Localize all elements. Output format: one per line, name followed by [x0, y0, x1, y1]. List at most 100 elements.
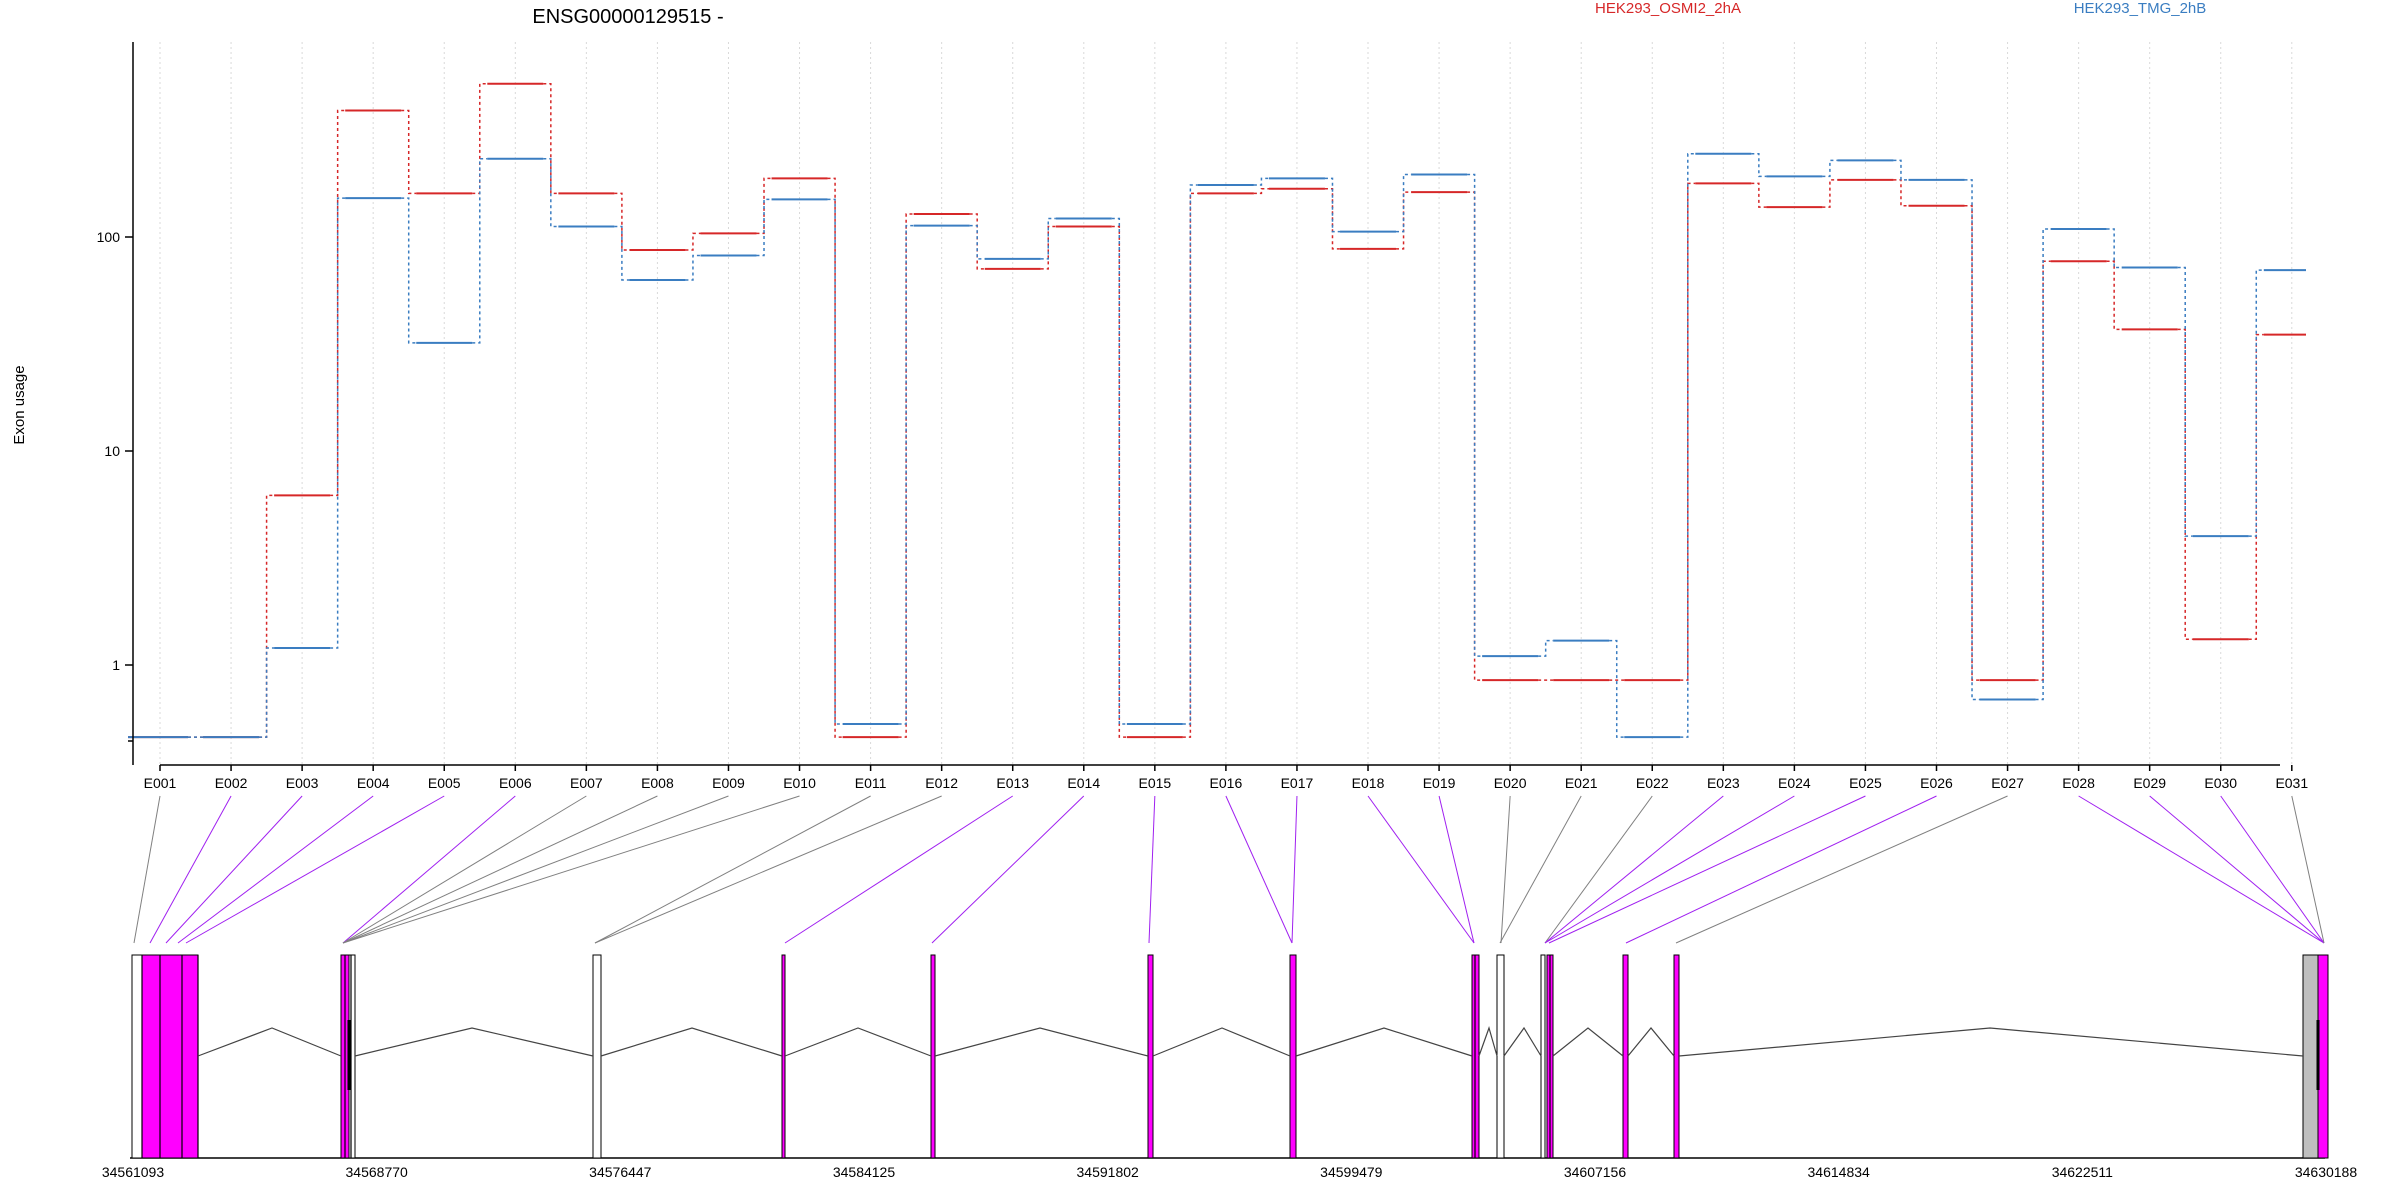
exon-connector-E002 — [149, 795, 232, 944]
exon-connector-E016 — [1225, 795, 1293, 944]
exon-connector-E026 — [1625, 795, 1937, 944]
series-2 — [128, 152, 2306, 739]
x-tick-label: E004 — [357, 775, 390, 791]
grid-lines — [159, 42, 2293, 765]
exon-connector-E014 — [931, 795, 1085, 944]
series-connector — [1396, 173, 1412, 233]
x-tick-label: E016 — [1210, 775, 1243, 791]
coordinate-label: 34607156 — [1564, 1164, 1627, 1180]
exon-connector-E030 — [2220, 795, 2325, 944]
series-connector — [2106, 260, 2122, 331]
y-ticks: 1 10 100 — [97, 229, 133, 673]
gene-model — [130, 954, 2329, 1159]
series-connector — [1467, 191, 1483, 681]
x-tick-label: E018 — [1352, 775, 1385, 791]
coordinate-label: 34622511 — [2052, 1164, 2113, 1180]
coordinate-label: 34568770 — [346, 1164, 409, 1180]
exon-connector-E028 — [2078, 795, 2325, 944]
intron-line — [934, 1027, 1149, 1057]
x-tick-label: E019 — [1423, 775, 1456, 791]
chart-title: ENSG00000129515 - — [532, 6, 723, 28]
y-tick-label: 10 — [104, 443, 120, 459]
x-tick-label: E026 — [1920, 775, 1953, 791]
exon-connector-E001 — [133, 795, 161, 944]
series-connector — [1822, 179, 1838, 208]
series-connector — [401, 109, 417, 195]
exon-connector-E021 — [1499, 795, 1582, 944]
series-connector — [827, 198, 843, 725]
legend-series-2: HEK293_TMG_2hB — [2074, 0, 2207, 17]
exon-box — [1147, 954, 1154, 1159]
exon-box — [1673, 954, 1680, 1159]
exon-box — [2302, 954, 2319, 1159]
intron-line — [1678, 1027, 2304, 1057]
x-tick-label: E029 — [2133, 775, 2166, 791]
series-connector — [898, 213, 914, 738]
x-tick-label: E007 — [570, 775, 603, 791]
x-tick-label: E020 — [1494, 775, 1527, 791]
series-connector — [2035, 228, 2051, 701]
series-connector — [472, 83, 488, 195]
exon-box — [930, 954, 936, 1159]
series-connector — [685, 232, 701, 251]
exon-connector-E015 — [1148, 795, 1156, 944]
series-connector — [1822, 159, 1838, 178]
exon-box — [1289, 954, 1297, 1159]
exon-connector-E023 — [1544, 795, 1724, 944]
series-connector — [969, 213, 985, 270]
coordinate-label: 34584125 — [833, 1164, 896, 1180]
series-connector — [2248, 269, 2264, 537]
series-connector — [1609, 639, 1625, 738]
x-tick-label: E024 — [1778, 775, 1811, 791]
x-tick-label: E011 — [855, 775, 887, 791]
x-tick-label: E012 — [925, 775, 958, 791]
exon-connector-E013 — [784, 795, 1013, 944]
x-tick-label: E025 — [1849, 775, 1882, 791]
exon-box — [1540, 954, 1546, 1159]
x-tick-label: E023 — [1707, 775, 1740, 791]
x-tick-label: E017 — [1281, 775, 1314, 791]
series-connector — [1680, 152, 1696, 738]
x-tick-label: E028 — [2062, 775, 2095, 791]
series-connector — [472, 158, 488, 344]
x-tick-label: E001 — [144, 775, 177, 791]
x-tick-label: E008 — [641, 775, 674, 791]
exon-connector-E006 — [342, 795, 516, 944]
exon-connector-E005 — [185, 795, 445, 944]
intron-line — [1503, 1026, 1542, 1057]
x-ticks: E001 E002 E003 E004 E005 E006 E007 E008 E009 E010… — [144, 765, 2308, 791]
exon-connector-E020 — [1500, 795, 1511, 944]
series-connector — [1396, 191, 1412, 250]
exon-connectors — [133, 795, 2325, 944]
series-connector — [543, 158, 559, 228]
exon-connector-E027 — [1675, 795, 2008, 944]
coordinate-label: 34614834 — [1808, 1164, 1871, 1180]
coordinate-label: 34630188 — [2295, 1164, 2358, 1180]
coordinate-label: 34576447 — [589, 1164, 652, 1180]
coordinate-label: 34561093 — [102, 1164, 165, 1180]
intron-line — [197, 1027, 342, 1057]
series-connector — [1538, 639, 1554, 657]
exon-box — [781, 954, 786, 1159]
intron-line — [354, 1027, 594, 1057]
intron-line — [1552, 1027, 1624, 1057]
x-tick-label: E009 — [712, 775, 745, 791]
intron-line — [1478, 1026, 1498, 1057]
y-tick-label: 1 — [112, 657, 120, 673]
exon-connector-E009 — [342, 795, 729, 944]
series-connector — [969, 224, 985, 260]
x-tick-label: E005 — [428, 775, 461, 791]
coordinate-label: 34591802 — [1077, 1164, 1140, 1180]
exon-box — [1622, 954, 1629, 1159]
x-tick-label: E015 — [1138, 775, 1171, 791]
x-tick-label: E031 — [2275, 775, 2308, 791]
legend-series-1: HEK293_OSMI2_2hA — [1595, 0, 1741, 17]
exon-connector-E007 — [342, 795, 587, 944]
exon-connector-E018 — [1367, 795, 1475, 944]
x-tick-label: E022 — [1636, 775, 1669, 791]
series-connector — [1253, 177, 1269, 186]
exon-connector-E025 — [1548, 795, 1866, 944]
exon-connector-E012 — [594, 795, 942, 944]
exon-box — [141, 954, 199, 1159]
